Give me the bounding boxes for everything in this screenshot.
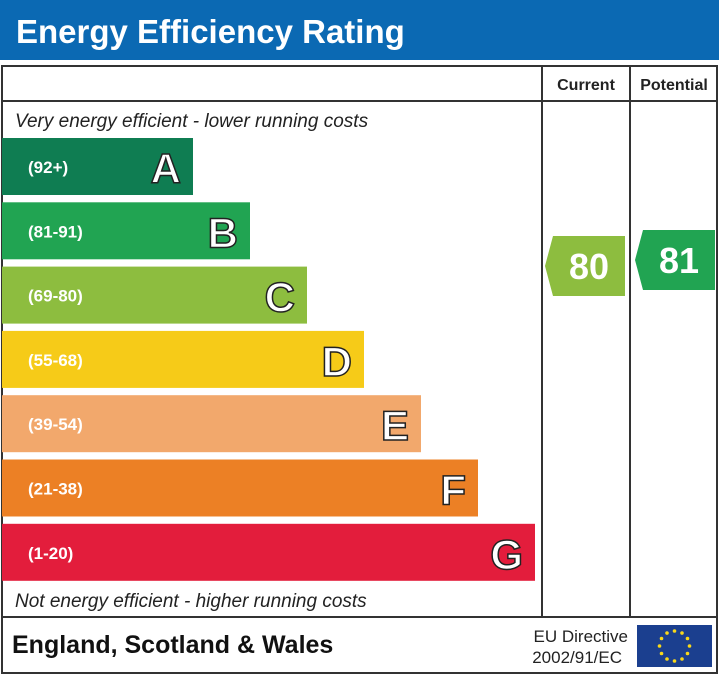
band-bar (2, 395, 421, 453)
band-letter: F (440, 467, 466, 514)
band-letter: B (208, 209, 238, 256)
current-rating-value: 80 (569, 246, 609, 287)
band-bar (2, 138, 193, 195)
band-range: (39-54) (28, 415, 83, 434)
star-icon (672, 659, 677, 663)
band-b: (81-91) B (2, 202, 250, 260)
band-range: (92+) (28, 158, 68, 177)
band-bar (2, 523, 535, 581)
band-c: (69-80) C (2, 266, 307, 324)
potential-arrow-shape (635, 230, 715, 290)
top-note: Very energy efficient - lower running co… (15, 111, 369, 132)
star-icon (680, 631, 684, 635)
band-letter: G (490, 531, 523, 578)
rating-bands: (92+) A (81-91) B (69-80) C (55-68) D (39-54) E (2… (2, 138, 535, 581)
band-letter: A (151, 145, 181, 192)
potential-rating-value: 81 (659, 240, 699, 281)
star-icon (657, 644, 662, 648)
current-arrow-shape (545, 236, 625, 296)
potential-rating-arrow: 81 (635, 230, 715, 290)
star-icon (680, 657, 684, 661)
column-header-current: Current (557, 77, 615, 94)
band-letter: E (381, 402, 409, 449)
band-range: (21-38) (28, 480, 83, 499)
band-d: (55-68) D (2, 330, 364, 388)
star-icon (685, 636, 690, 641)
band-f: (21-38) F (2, 459, 478, 517)
band-g: (1-20) G (2, 523, 535, 581)
band-bar (2, 330, 364, 388)
star-icon (665, 631, 669, 635)
column-header-potential: Potential (640, 77, 708, 94)
star-icon (659, 651, 664, 656)
band-bar (2, 459, 478, 517)
band-bar (2, 266, 307, 324)
directive-line1: EU Directive (534, 627, 628, 646)
band-range: (1-20) (28, 544, 73, 563)
star-icon (659, 636, 664, 641)
rating-arrows: 80 81 (545, 230, 715, 296)
title-bar (0, 0, 719, 60)
band-e: (39-54) E (2, 395, 421, 453)
eu-flag-icon (637, 625, 712, 667)
band-range: (69-80) (28, 287, 83, 306)
band-range: (55-68) (28, 351, 83, 370)
star-icon (672, 629, 677, 633)
current-rating-arrow: 80 (545, 236, 625, 296)
footer-region: England, Scotland & Wales (12, 631, 333, 659)
chart-title: Energy Efficiency Rating (16, 13, 405, 50)
star-icon (665, 657, 669, 661)
band-a: (92+) A (2, 138, 193, 195)
star-icon (685, 651, 690, 656)
bottom-note: Not energy efficient - higher running co… (15, 591, 367, 612)
band-letter: D (322, 338, 352, 385)
directive-line2: 2002/91/EC (532, 648, 622, 667)
band-range: (81-91) (28, 222, 83, 241)
star-icon (687, 644, 692, 648)
band-bar (2, 202, 250, 260)
band-letter: C (265, 274, 295, 321)
